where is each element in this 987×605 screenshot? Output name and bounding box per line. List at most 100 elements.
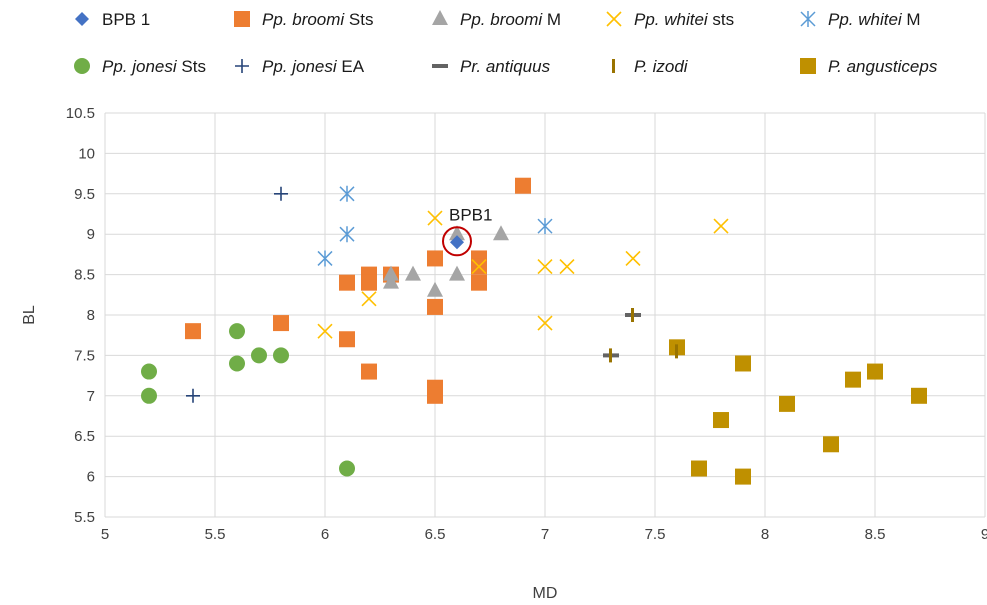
data-point [317, 250, 333, 267]
data-point [251, 347, 267, 364]
legend-item: P. izodi [612, 57, 689, 76]
legend-item: Pr. antiquus [432, 57, 551, 76]
data-point [537, 258, 553, 275]
data-point [449, 265, 465, 281]
data-point [735, 468, 751, 485]
data-point [631, 308, 634, 322]
y-tick-label: 7 [87, 388, 95, 405]
axes: 5.5 6 6.5 7 7.5 8 8.5 9 9.5 10 10.5 5 5.5 6 6.5 7 7.5 8 8.… [66, 105, 987, 543]
x-axis-title: MD [533, 585, 558, 602]
data-point [450, 235, 464, 250]
data-point [339, 274, 355, 291]
data-point [537, 218, 553, 235]
y-axis-title: BL [21, 305, 38, 325]
x-tick-label: 6.5 [425, 526, 446, 543]
legend-label-part: Pr. antiquus [460, 57, 551, 76]
data-point [427, 281, 443, 297]
x-tick-label: 8.5 [865, 526, 886, 543]
legend-label: P. izodi [634, 57, 689, 76]
legend-marker [606, 11, 622, 27]
y-tick-label: 9.5 [74, 186, 95, 203]
data-point [537, 315, 553, 331]
data-point [274, 186, 288, 201]
data-point [229, 323, 245, 340]
data-point [427, 387, 443, 404]
data-point [141, 363, 157, 380]
data-point [273, 347, 289, 364]
legend-marker [800, 58, 816, 74]
legend-label: Pp. broomi Sts [262, 10, 374, 29]
legend-label-part: P. izodi [634, 57, 689, 76]
y-tick-label: 8 [87, 307, 95, 324]
legend-label-part: M [542, 10, 561, 29]
data-point [867, 363, 883, 380]
legend-label-part: Pp. whitei [828, 10, 903, 29]
legend-label-part: Pp. jonesi [102, 57, 178, 76]
y-tick-label: 5.5 [74, 509, 95, 526]
data-point [713, 412, 729, 429]
data-point [339, 331, 355, 348]
annotations: BPB1 [442, 205, 492, 257]
legend-item: BPB 1 [75, 10, 150, 29]
legend-label-part: Pp. broomi [460, 10, 543, 29]
legend-item: Pp. broomi M [432, 10, 561, 29]
legend-label: Pp. jonesi EA [262, 57, 365, 76]
data-point [911, 387, 927, 404]
data-point [515, 177, 531, 194]
data-point [609, 348, 612, 363]
data-point [471, 274, 487, 291]
data-point [383, 265, 399, 281]
legend-marker [800, 11, 816, 27]
x-tick-label: 8 [761, 526, 769, 543]
y-tick-label: 10.5 [66, 105, 95, 122]
x-tick-label: 5.5 [205, 526, 226, 543]
legend-item: Pp. jonesi Sts [74, 57, 206, 76]
legend-label-part: Pp. whitei [634, 10, 709, 29]
data-point [493, 225, 509, 241]
legend-label: Pp. whitei M [828, 10, 921, 29]
legend-item: Pp. whitei sts [606, 10, 734, 29]
x-tick-label: 6 [321, 526, 329, 543]
data-point [339, 460, 355, 477]
legend-label: Pp. broomi M [460, 10, 561, 29]
y-tick-label: 6.5 [74, 428, 95, 445]
legend-item: Pp. broomi Sts [234, 10, 374, 29]
highlight-circle [442, 226, 472, 257]
data-point [361, 291, 377, 307]
legend-label-part: Pp. jonesi [262, 57, 338, 76]
data-point [186, 388, 200, 403]
legend-marker [234, 11, 250, 27]
data-point [735, 355, 751, 372]
legend-label-part: EA [337, 57, 365, 76]
legend-marker [235, 59, 249, 73]
legend-label: Pp. whitei sts [634, 10, 734, 29]
data-point [471, 258, 487, 275]
data-point [427, 250, 443, 267]
legend-item: Pp. jonesi EA [235, 57, 365, 76]
legend-marker [74, 58, 90, 74]
legend-label: P. angusticeps [828, 57, 938, 76]
y-tick-label: 10 [78, 145, 95, 162]
data-point [229, 355, 245, 372]
data-point [845, 371, 861, 388]
legend-label-part: sts [708, 10, 734, 29]
legend-label-part: Pp. broomi [262, 10, 345, 29]
data-point [405, 265, 421, 281]
x-tick-label: 7.5 [645, 526, 666, 543]
x-tick-label: 5 [101, 526, 109, 543]
data-point [691, 460, 707, 477]
y-tick-label: 9 [87, 226, 95, 243]
legend-marker [432, 64, 448, 68]
data-point [273, 315, 289, 332]
data-points [141, 177, 927, 485]
data-point [625, 250, 641, 267]
legend-label-part: M [902, 10, 921, 29]
data-point [823, 436, 839, 453]
gridlines [104, 112, 986, 518]
data-point [361, 274, 377, 291]
data-point [141, 387, 157, 404]
legend-label-part: Sts [344, 10, 373, 29]
legend-marker [612, 59, 615, 73]
data-point [361, 363, 377, 380]
